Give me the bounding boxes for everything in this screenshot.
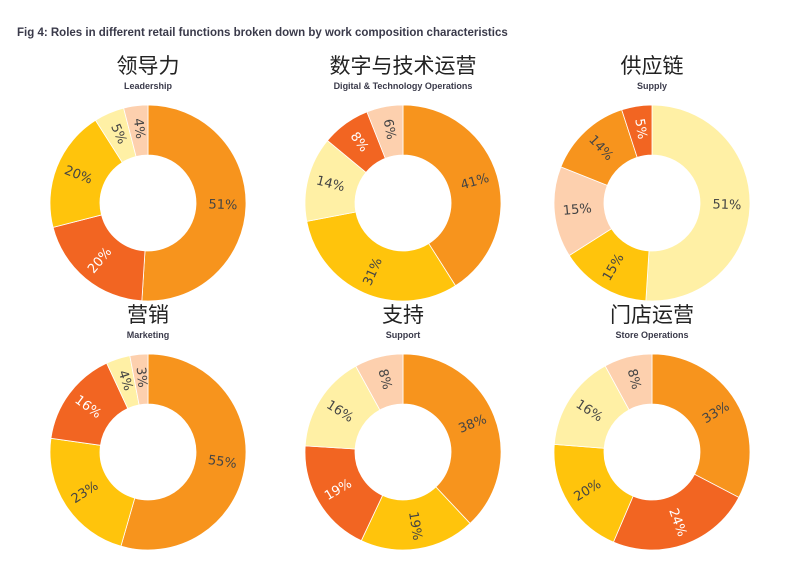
chart-title: 支持 xyxy=(382,304,424,327)
donut-slice xyxy=(604,353,653,411)
slice-label: 51% xyxy=(712,197,741,213)
donut-slice xyxy=(129,353,149,406)
chart-subtitle: Supply xyxy=(637,81,667,91)
slice-label: 6% xyxy=(380,118,399,141)
donut-slice xyxy=(306,211,457,302)
donut-slice xyxy=(366,104,404,159)
donut-slice xyxy=(141,104,247,302)
slice-label: 4% xyxy=(115,368,136,392)
slice-label: 4% xyxy=(130,117,147,139)
chart-subtitle: Digital & Technology Operations xyxy=(334,81,473,91)
donut-slice xyxy=(621,104,653,158)
chart-title: 营销 xyxy=(127,304,169,327)
figure-title: Fig 4: Roles in different retail functio… xyxy=(17,27,508,39)
donut-slice xyxy=(123,104,149,157)
chart-title: 数字与技术运营 xyxy=(330,55,477,78)
slice-label: 15% xyxy=(562,201,592,219)
donut-slice xyxy=(612,473,740,551)
donut-slice xyxy=(304,445,384,542)
chart-subtitle: Marketing xyxy=(127,330,170,340)
slice-label: 14% xyxy=(314,173,346,195)
donut-slice xyxy=(645,104,751,302)
donut-slice xyxy=(120,353,247,551)
chart-subtitle: Support xyxy=(386,330,421,340)
chart-title: 供应链 xyxy=(621,55,684,78)
chart-title: 门店运营 xyxy=(610,304,694,327)
slice-label: 51% xyxy=(208,197,237,213)
chart-subtitle: Store Operations xyxy=(615,330,688,340)
slice-label: 8% xyxy=(624,367,644,391)
slice-label: 3% xyxy=(133,366,150,388)
slice-label: 8% xyxy=(375,368,395,392)
slice-label: 5% xyxy=(631,118,649,141)
donut-slice xyxy=(360,486,471,551)
donut-slice xyxy=(355,353,404,411)
donut-slice xyxy=(402,104,502,287)
donut-slice xyxy=(651,353,751,498)
donut-slice xyxy=(49,437,136,547)
slice-label: 55% xyxy=(207,453,238,472)
chart-subtitle: Leadership xyxy=(124,81,173,91)
chart-title: 领导力 xyxy=(117,55,180,78)
donut-slice xyxy=(402,353,502,525)
slice-label: 19% xyxy=(405,511,424,542)
